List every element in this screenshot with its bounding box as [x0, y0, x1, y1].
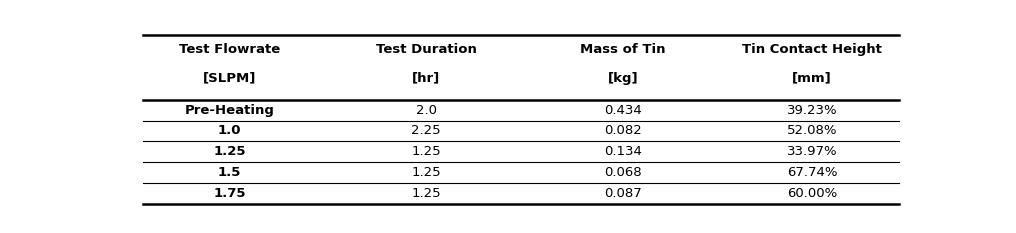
- Text: 2.0: 2.0: [416, 104, 437, 117]
- Text: Test Duration: Test Duration: [376, 43, 477, 56]
- Text: 1.25: 1.25: [411, 166, 441, 179]
- Text: Test Flowrate: Test Flowrate: [179, 43, 280, 56]
- Text: 0.434: 0.434: [605, 104, 642, 117]
- Text: 0.068: 0.068: [605, 166, 642, 179]
- Text: 33.97%: 33.97%: [786, 145, 837, 158]
- Text: 1.5: 1.5: [217, 166, 241, 179]
- Text: 67.74%: 67.74%: [786, 166, 837, 179]
- Text: Tin Contact Height: Tin Contact Height: [742, 43, 882, 56]
- Text: 1.75: 1.75: [213, 187, 246, 200]
- Text: [hr]: [hr]: [412, 72, 440, 85]
- Text: Pre-Heating: Pre-Heating: [185, 104, 274, 117]
- Text: 52.08%: 52.08%: [786, 124, 837, 137]
- Text: 39.23%: 39.23%: [786, 104, 837, 117]
- Text: 1.25: 1.25: [213, 145, 246, 158]
- Text: 0.134: 0.134: [605, 145, 642, 158]
- Text: Mass of Tin: Mass of Tin: [580, 43, 665, 56]
- Text: [kg]: [kg]: [608, 72, 638, 85]
- Text: [mm]: [mm]: [792, 72, 832, 85]
- Text: 1.0: 1.0: [217, 124, 241, 137]
- Text: 0.082: 0.082: [605, 124, 642, 137]
- Text: [SLPM]: [SLPM]: [202, 72, 256, 85]
- Text: 0.087: 0.087: [605, 187, 642, 200]
- Text: 2.25: 2.25: [411, 124, 441, 137]
- Text: 1.25: 1.25: [411, 145, 441, 158]
- Text: 60.00%: 60.00%: [787, 187, 837, 200]
- Text: 1.25: 1.25: [411, 187, 441, 200]
